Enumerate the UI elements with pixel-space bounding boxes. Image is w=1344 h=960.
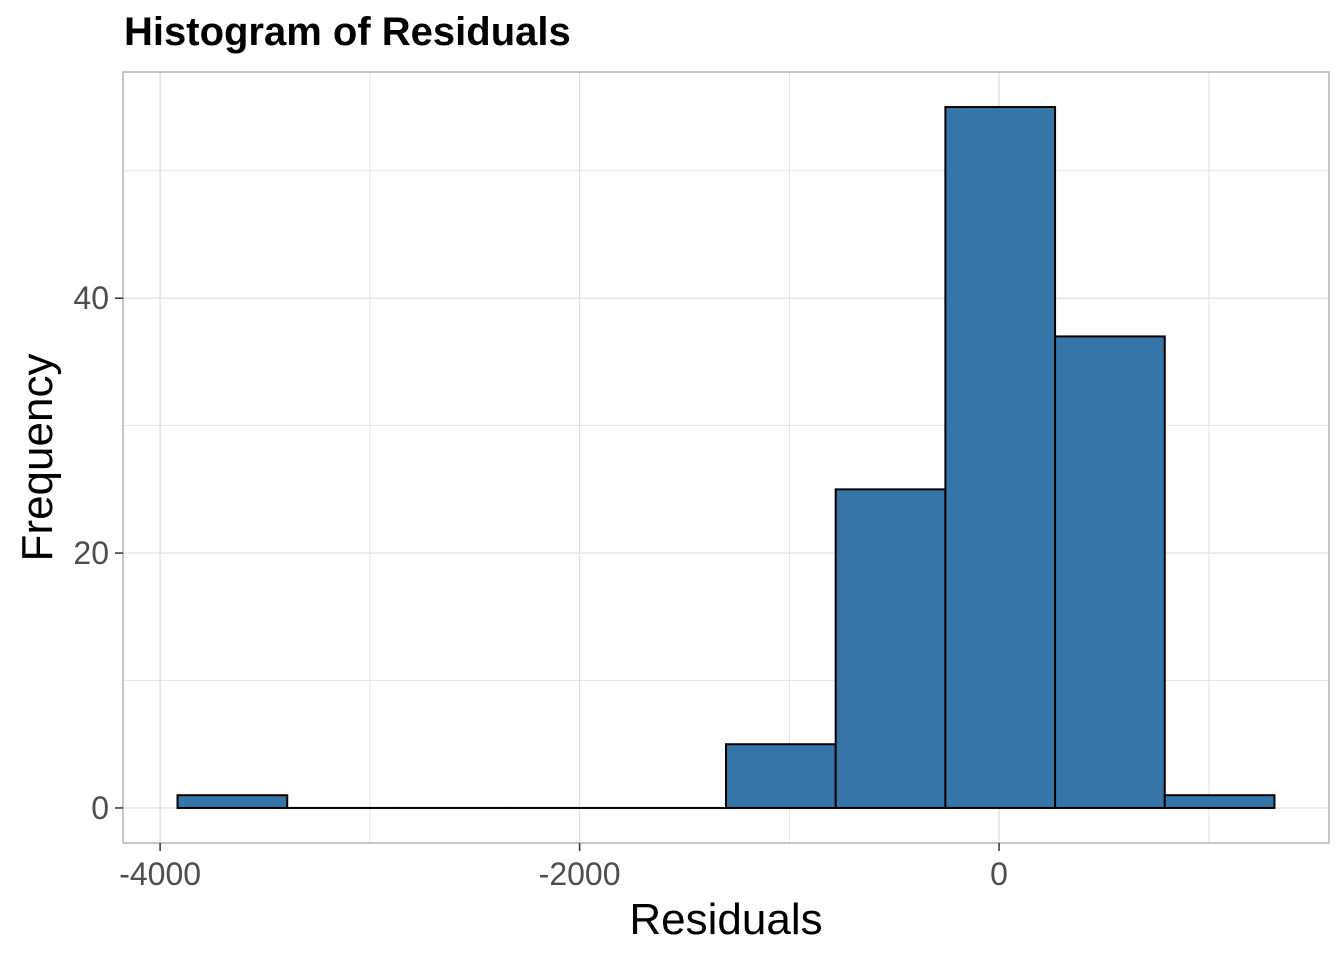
histogram-bar bbox=[1054, 335, 1166, 809]
x-tick-label: -2000 bbox=[539, 856, 621, 892]
y-axis-title: Frequency bbox=[13, 354, 62, 562]
histogram-bar bbox=[834, 488, 947, 809]
histogram-bar bbox=[944, 106, 1057, 809]
x-axis-ticks: -4000 -2000 0 bbox=[119, 843, 1008, 892]
histogram-bar bbox=[725, 743, 837, 809]
x-tick-label: 0 bbox=[990, 856, 1008, 892]
panel-border bbox=[122, 71, 1330, 844]
x-tick-label: -4000 bbox=[119, 856, 201, 892]
y-tick-label: 40 bbox=[73, 280, 109, 316]
histogram-bar bbox=[1163, 794, 1276, 809]
x-axis-title: Residuals bbox=[629, 895, 822, 944]
histogram-bar bbox=[176, 794, 289, 809]
y-axis-ticks: 0 20 40 bbox=[73, 280, 123, 826]
histogram-bars bbox=[176, 106, 1276, 809]
y-tick-label: 0 bbox=[91, 790, 109, 826]
chart-title: Histogram of Residuals bbox=[124, 10, 571, 54]
y-tick-label: 20 bbox=[73, 535, 109, 571]
